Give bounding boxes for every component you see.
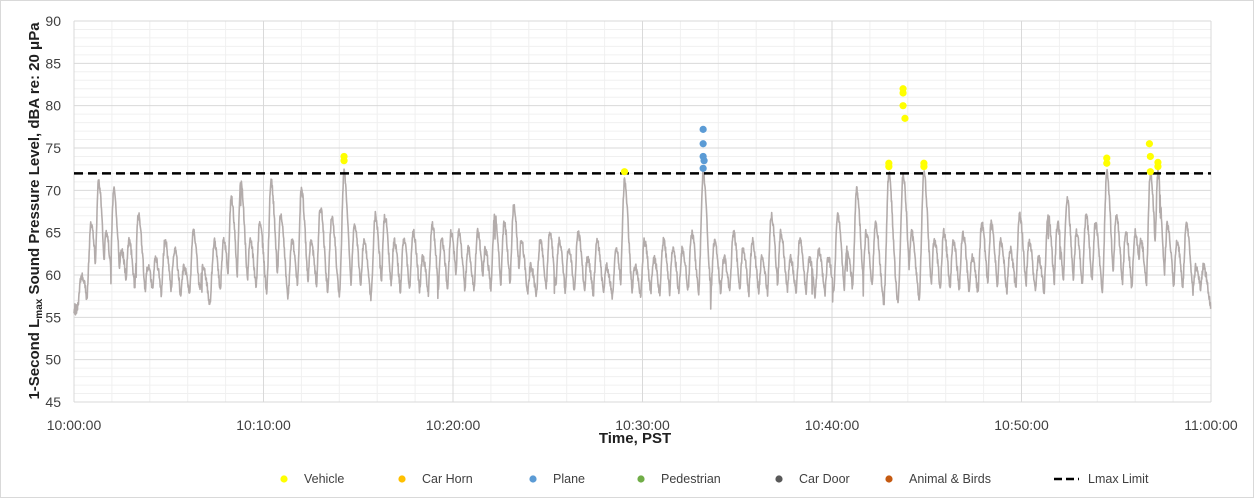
legend-swatch-car-door — [775, 475, 783, 483]
event-markers — [340, 85, 1162, 176]
x-tick-label: 10:00:00 — [47, 417, 102, 433]
marker-vehicle — [1145, 140, 1154, 148]
y-tick-label: 90 — [45, 13, 61, 29]
legend-label-plane: Plane — [553, 472, 585, 486]
x-tick-label: 10:40:00 — [805, 417, 860, 433]
x-tick-label: 11:00:00 — [1184, 417, 1238, 433]
y-tick-label: 60 — [45, 267, 61, 283]
marker-vehicle — [920, 159, 928, 167]
marker-vehicle — [1146, 152, 1154, 161]
y-axis-title-subscript: max — [34, 298, 45, 318]
y-axis-title-prefix: 1-Second L — [26, 319, 43, 400]
legend-swatch-plane — [529, 475, 537, 483]
marker-vehicle — [899, 89, 907, 97]
x-tick-label: 10:50:00 — [994, 417, 1049, 433]
y-tick-label: 45 — [45, 394, 61, 410]
legend-swatch-animal-birds — [885, 475, 893, 483]
y-axis-title: 1-Second Lmax Sound Pressure Level, dBA … — [26, 22, 45, 400]
marker-vehicle — [620, 168, 629, 176]
y-tick-label: 70 — [45, 182, 61, 198]
y-tick-label: 55 — [45, 309, 61, 325]
legend-swatch-vehicle — [280, 475, 288, 483]
trace-line — [73, 168, 1212, 316]
marker-vehicle — [1146, 168, 1154, 176]
y-axis-title-suffix: Sound Pressure Level, dBA re: 20 μPa — [26, 22, 43, 299]
legend-label-lmax-limit: Lmax Limit — [1088, 472, 1149, 486]
legend-swatch-pedestrian — [637, 475, 645, 483]
legend-swatch-car-horn — [398, 475, 406, 483]
marker-vehicle — [1103, 154, 1111, 162]
marker-vehicle — [340, 152, 348, 161]
marker-vehicle — [901, 114, 909, 122]
y-tick-label: 50 — [45, 352, 61, 368]
marker-plane — [700, 157, 708, 165]
y-tick-label: 65 — [45, 225, 61, 241]
x-axis-title: Time, PST — [599, 430, 671, 447]
marker-plane — [699, 125, 707, 133]
x-tick-label: 10:10:00 — [236, 417, 291, 433]
x-axis-tick-labels: 10:00:00 10:10:00 10:20:00 10:30:00 10:40:00… — [47, 417, 1238, 433]
marker-plane — [699, 140, 707, 148]
marker-vehicle — [1154, 163, 1162, 171]
marker-plane — [699, 164, 707, 172]
y-axis-tick-labels: 45 50 55 60 65 70 75 80 85 90 — [45, 13, 61, 410]
y-tick-label: 75 — [45, 140, 61, 156]
legend-label-vehicle: Vehicle — [304, 472, 344, 486]
y-tick-label: 85 — [45, 55, 61, 71]
marker-vehicle — [885, 159, 893, 167]
marker-vehicle — [899, 102, 907, 110]
major-gridlines — [73, 20, 1212, 403]
legend-label-car-door: Car Door — [799, 472, 850, 486]
x-tick-label: 10:30:00 — [615, 417, 670, 433]
marker-vehicle — [1103, 159, 1111, 167]
sound-level-trace — [73, 168, 1212, 316]
legend-label-animal-birds: Animal & Birds — [909, 472, 991, 486]
legend-label-car-horn: Car Horn — [422, 472, 473, 486]
y-tick-label: 80 — [45, 98, 61, 114]
legend-label-pedestrian: Pedestrian — [661, 472, 721, 486]
x-tick-label: 10:20:00 — [426, 417, 481, 433]
legend: Vehicle Car Horn Plane Pedestrian Car Door An… — [280, 472, 1149, 486]
